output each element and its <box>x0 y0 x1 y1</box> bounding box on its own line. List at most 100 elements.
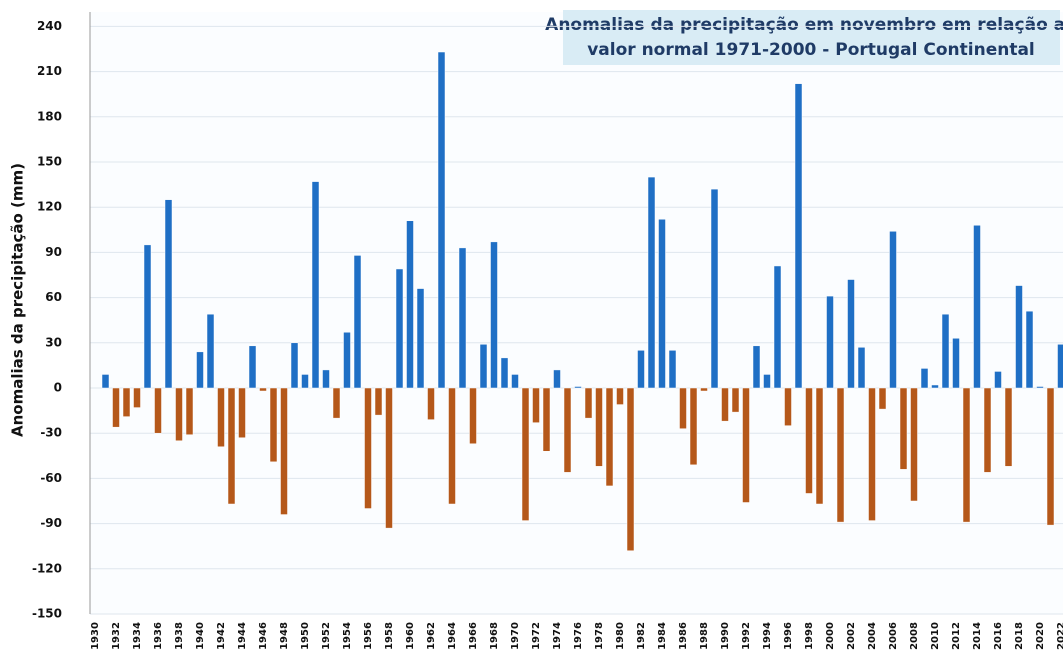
y-tick-label: 210 <box>37 64 62 78</box>
bar <box>710 188 719 389</box>
bar <box>311 181 320 389</box>
bar <box>763 374 771 389</box>
x-tick-label: 1970 <box>510 622 521 650</box>
bar <box>500 357 509 389</box>
bar <box>836 387 845 523</box>
bar <box>185 387 194 435</box>
bar <box>878 387 887 410</box>
bar <box>458 247 467 389</box>
bar <box>553 369 561 389</box>
x-tick-label: 1998 <box>804 622 815 650</box>
bar <box>668 350 677 389</box>
bar <box>154 387 162 434</box>
bar <box>679 387 687 429</box>
bar <box>269 387 278 463</box>
bar <box>595 387 603 467</box>
bar <box>196 351 204 389</box>
x-tick-label: 1978 <box>594 622 605 650</box>
x-tick-label: 1952 <box>321 622 332 650</box>
x-tick-label: 1932 <box>111 622 122 650</box>
bar <box>143 244 152 389</box>
y-axis-label: Anomalias da precipitação (mm) <box>9 163 27 437</box>
bar <box>122 387 131 417</box>
bar <box>962 387 971 523</box>
bar <box>805 387 813 494</box>
bar <box>532 387 540 423</box>
bar <box>332 387 341 419</box>
x-tick-label: 1938 <box>174 622 185 650</box>
x-tick-label: 1950 <box>300 622 311 650</box>
bar <box>647 176 656 389</box>
x-tick-label: 2012 <box>951 622 962 650</box>
x-tick-label: 1960 <box>405 622 416 650</box>
bar <box>973 225 981 389</box>
y-tick-label: -150 <box>32 607 62 621</box>
bar <box>406 220 414 389</box>
bar <box>290 342 299 389</box>
x-tick-label: 2010 <box>930 622 941 650</box>
y-tick-label: -60 <box>40 471 62 485</box>
bar <box>826 295 834 389</box>
bar <box>784 387 792 426</box>
bar <box>910 387 918 502</box>
chart-title: valor normal 1971-2000 - Portugal Contin… <box>587 40 1035 60</box>
bar <box>658 219 666 389</box>
bar <box>1015 285 1023 389</box>
x-tick-label: 1984 <box>657 622 668 650</box>
bar <box>889 231 897 389</box>
x-tick-label: 2018 <box>1014 622 1025 650</box>
bar <box>689 387 698 466</box>
bar <box>815 387 824 505</box>
x-tick-label: 1990 <box>720 622 731 650</box>
bar <box>637 350 645 389</box>
x-tick-label: 2000 <box>825 622 836 650</box>
bar <box>983 387 992 473</box>
bar <box>1025 310 1034 389</box>
x-tick-label: 1942 <box>216 622 227 650</box>
plot-area <box>90 12 1063 614</box>
bar <box>731 387 740 413</box>
bar <box>280 387 288 515</box>
bar <box>427 387 435 420</box>
x-tick-label: 1972 <box>531 622 542 650</box>
bar <box>164 199 173 389</box>
bar <box>773 265 782 389</box>
bar <box>868 387 876 521</box>
bar <box>374 387 383 416</box>
bar <box>794 83 803 389</box>
bar <box>931 384 939 389</box>
y-tick-label: 180 <box>37 109 62 123</box>
bar <box>353 255 362 389</box>
bar <box>920 368 929 389</box>
bar <box>721 387 729 422</box>
x-tick-label: 1968 <box>489 622 500 650</box>
x-tick-label: 1940 <box>195 622 206 650</box>
x-tick-label: 1988 <box>699 622 710 650</box>
bar <box>112 387 120 428</box>
x-tick-label: 1948 <box>279 622 290 650</box>
bar <box>584 387 593 419</box>
bar <box>511 374 519 389</box>
x-tick-label: 1974 <box>552 622 563 650</box>
bar <box>752 345 761 389</box>
bar <box>899 387 908 470</box>
y-tick-label: 120 <box>37 200 62 214</box>
x-tick-label: 1976 <box>573 622 584 650</box>
x-tick-label: 1994 <box>762 622 773 650</box>
bar <box>847 279 855 389</box>
x-tick-label: 2014 <box>972 622 983 650</box>
x-tick-label: 1966 <box>468 622 479 650</box>
y-tick-label: 60 <box>45 290 62 304</box>
bar <box>364 387 372 509</box>
x-tick-label: 1964 <box>447 622 458 650</box>
y-tick-label: -120 <box>32 561 62 575</box>
bar <box>101 374 110 389</box>
bar <box>437 51 446 389</box>
y-tick-label: 0 <box>54 381 62 395</box>
x-tick-label: 1946 <box>258 622 269 650</box>
bar <box>742 387 750 503</box>
bar <box>395 268 404 389</box>
bar <box>238 387 246 438</box>
bar <box>175 387 183 441</box>
y-tick-label: 90 <box>45 245 62 259</box>
